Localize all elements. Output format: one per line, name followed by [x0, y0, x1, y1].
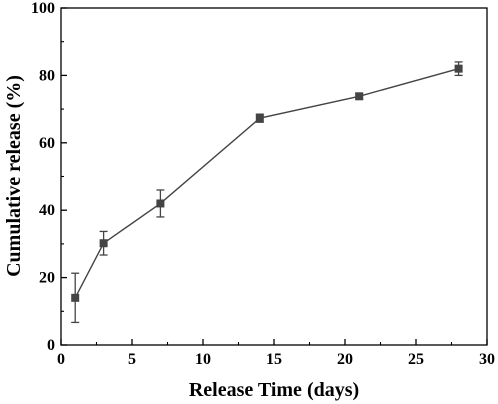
- y-tick-label: 100: [31, 0, 55, 17]
- series-line: [74, 67, 459, 299]
- x-axis-title: Release Time (days): [189, 379, 359, 401]
- y-tick-label: 20: [39, 270, 55, 287]
- x-tick-label: 5: [128, 351, 136, 368]
- x-tick-label: 30: [479, 351, 495, 368]
- y-axis-title: Cumulative release (%): [3, 75, 25, 277]
- y-tick-label: 60: [39, 135, 55, 152]
- data-point: [71, 293, 80, 302]
- series-layer: [71, 61, 463, 324]
- tick-labels: 0 5 10 15 20 25 30 0 20 40 60 80 100: [31, 0, 495, 368]
- data-point: [454, 64, 463, 73]
- axis-ticks: [60, 7, 488, 346]
- x-tick-label: 20: [337, 351, 353, 368]
- x-tick-label: 0: [57, 351, 65, 368]
- y-tick-label: 80: [39, 67, 55, 84]
- data-point: [99, 239, 108, 248]
- y-tick-label: 40: [39, 202, 55, 219]
- x-tick-label: 15: [266, 351, 282, 368]
- data-point: [255, 114, 264, 123]
- data-point: [156, 199, 165, 208]
- x-tick-label: 10: [195, 351, 211, 368]
- x-tick-label: 25: [408, 351, 424, 368]
- data-point: [355, 92, 364, 101]
- y-tick-label: 0: [47, 337, 55, 354]
- plot-frame: [60, 7, 488, 346]
